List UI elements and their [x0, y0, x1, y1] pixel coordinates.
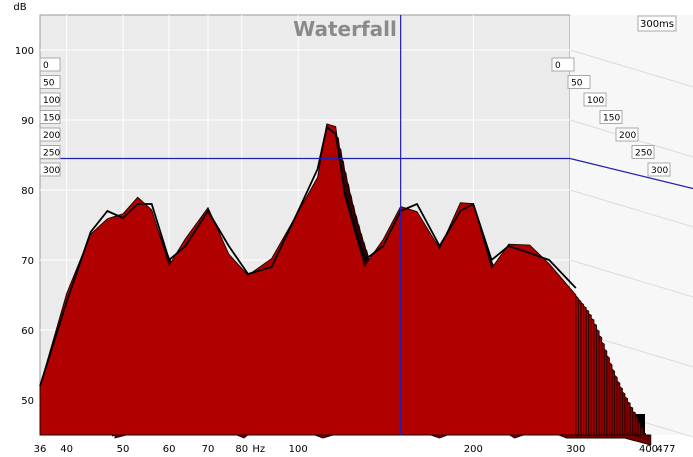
time-label-box: [631, 145, 655, 159]
time-label: 50: [571, 79, 583, 89]
time-label: 250: [43, 149, 60, 159]
time-label: 0: [43, 61, 49, 71]
waterfall-slice: [39, 123, 577, 436]
time-label: 150: [603, 114, 620, 124]
time-label-box: [39, 110, 61, 124]
x-tick-label: 80: [235, 444, 248, 455]
front-slice-outline: [39, 125, 577, 387]
x-tick-label: 70: [202, 444, 215, 455]
time-label-box: [39, 92, 61, 107]
y-tick-label: 50: [21, 396, 34, 407]
time-label-box: [599, 110, 623, 124]
cursor-lines: [40, 15, 693, 435]
perspective-line: [569, 189, 693, 228]
time-label: 200: [619, 131, 636, 141]
time-label-box: [551, 57, 575, 72]
time-label: 300: [43, 166, 60, 176]
time-label-box: [39, 127, 61, 142]
x-tick-label: 300: [566, 444, 585, 455]
y-tick-label: 70: [21, 256, 34, 267]
perspective-line: [569, 259, 693, 298]
y-tick-label: 60: [21, 326, 34, 337]
x-tick-label: 477: [656, 444, 675, 455]
y-axis-ticks: 50 60 70 80 90 100: [15, 46, 34, 407]
time-label: 150: [43, 114, 60, 124]
time-axis-title-box: 300ms: [637, 15, 677, 32]
time-labels-left: 0 50 100 150 200 250 300: [39, 57, 61, 177]
x-tick-label: 36: [34, 444, 47, 455]
x-tick-label: 50: [117, 444, 130, 455]
x-tick-label: 100: [289, 444, 308, 455]
time-label-box: [39, 57, 61, 72]
time-label: 100: [43, 96, 60, 106]
time-label: 250: [635, 149, 652, 159]
time-label-box: [39, 162, 61, 177]
y-tick-label: 80: [21, 186, 34, 197]
time-label: 100: [587, 96, 604, 106]
time-label-box: [647, 162, 671, 177]
time-label-box: [583, 92, 607, 107]
y-axis-label: dB: [13, 2, 26, 13]
time-label-box: [567, 75, 591, 89]
chart-title: Waterfall: [293, 17, 397, 41]
time-label: 200: [43, 131, 60, 141]
time-label-box: [39, 75, 61, 89]
time-axis-title: 300ms: [640, 19, 674, 30]
time-label-box: [39, 145, 61, 159]
x-tick-label: 200: [464, 444, 483, 455]
x-tick-label: Hz: [252, 444, 265, 455]
time-label-box: [615, 127, 639, 142]
perspective-line: [569, 49, 693, 88]
time-labels-right: 0 50 100 150 200 250 300: [551, 57, 671, 177]
x-tick-label: 400: [639, 444, 658, 455]
x-tick-label: 60: [163, 444, 176, 455]
waterfall-slices: [39, 123, 652, 446]
cursor-perspective: [569, 157, 693, 190]
time-label: 300: [651, 166, 668, 176]
x-tick-label: 40: [60, 444, 73, 455]
time-label: 50: [43, 79, 55, 89]
y-tick-label: 90: [21, 116, 34, 127]
y-tick-label: 100: [15, 46, 34, 57]
time-label: 0: [555, 61, 561, 71]
